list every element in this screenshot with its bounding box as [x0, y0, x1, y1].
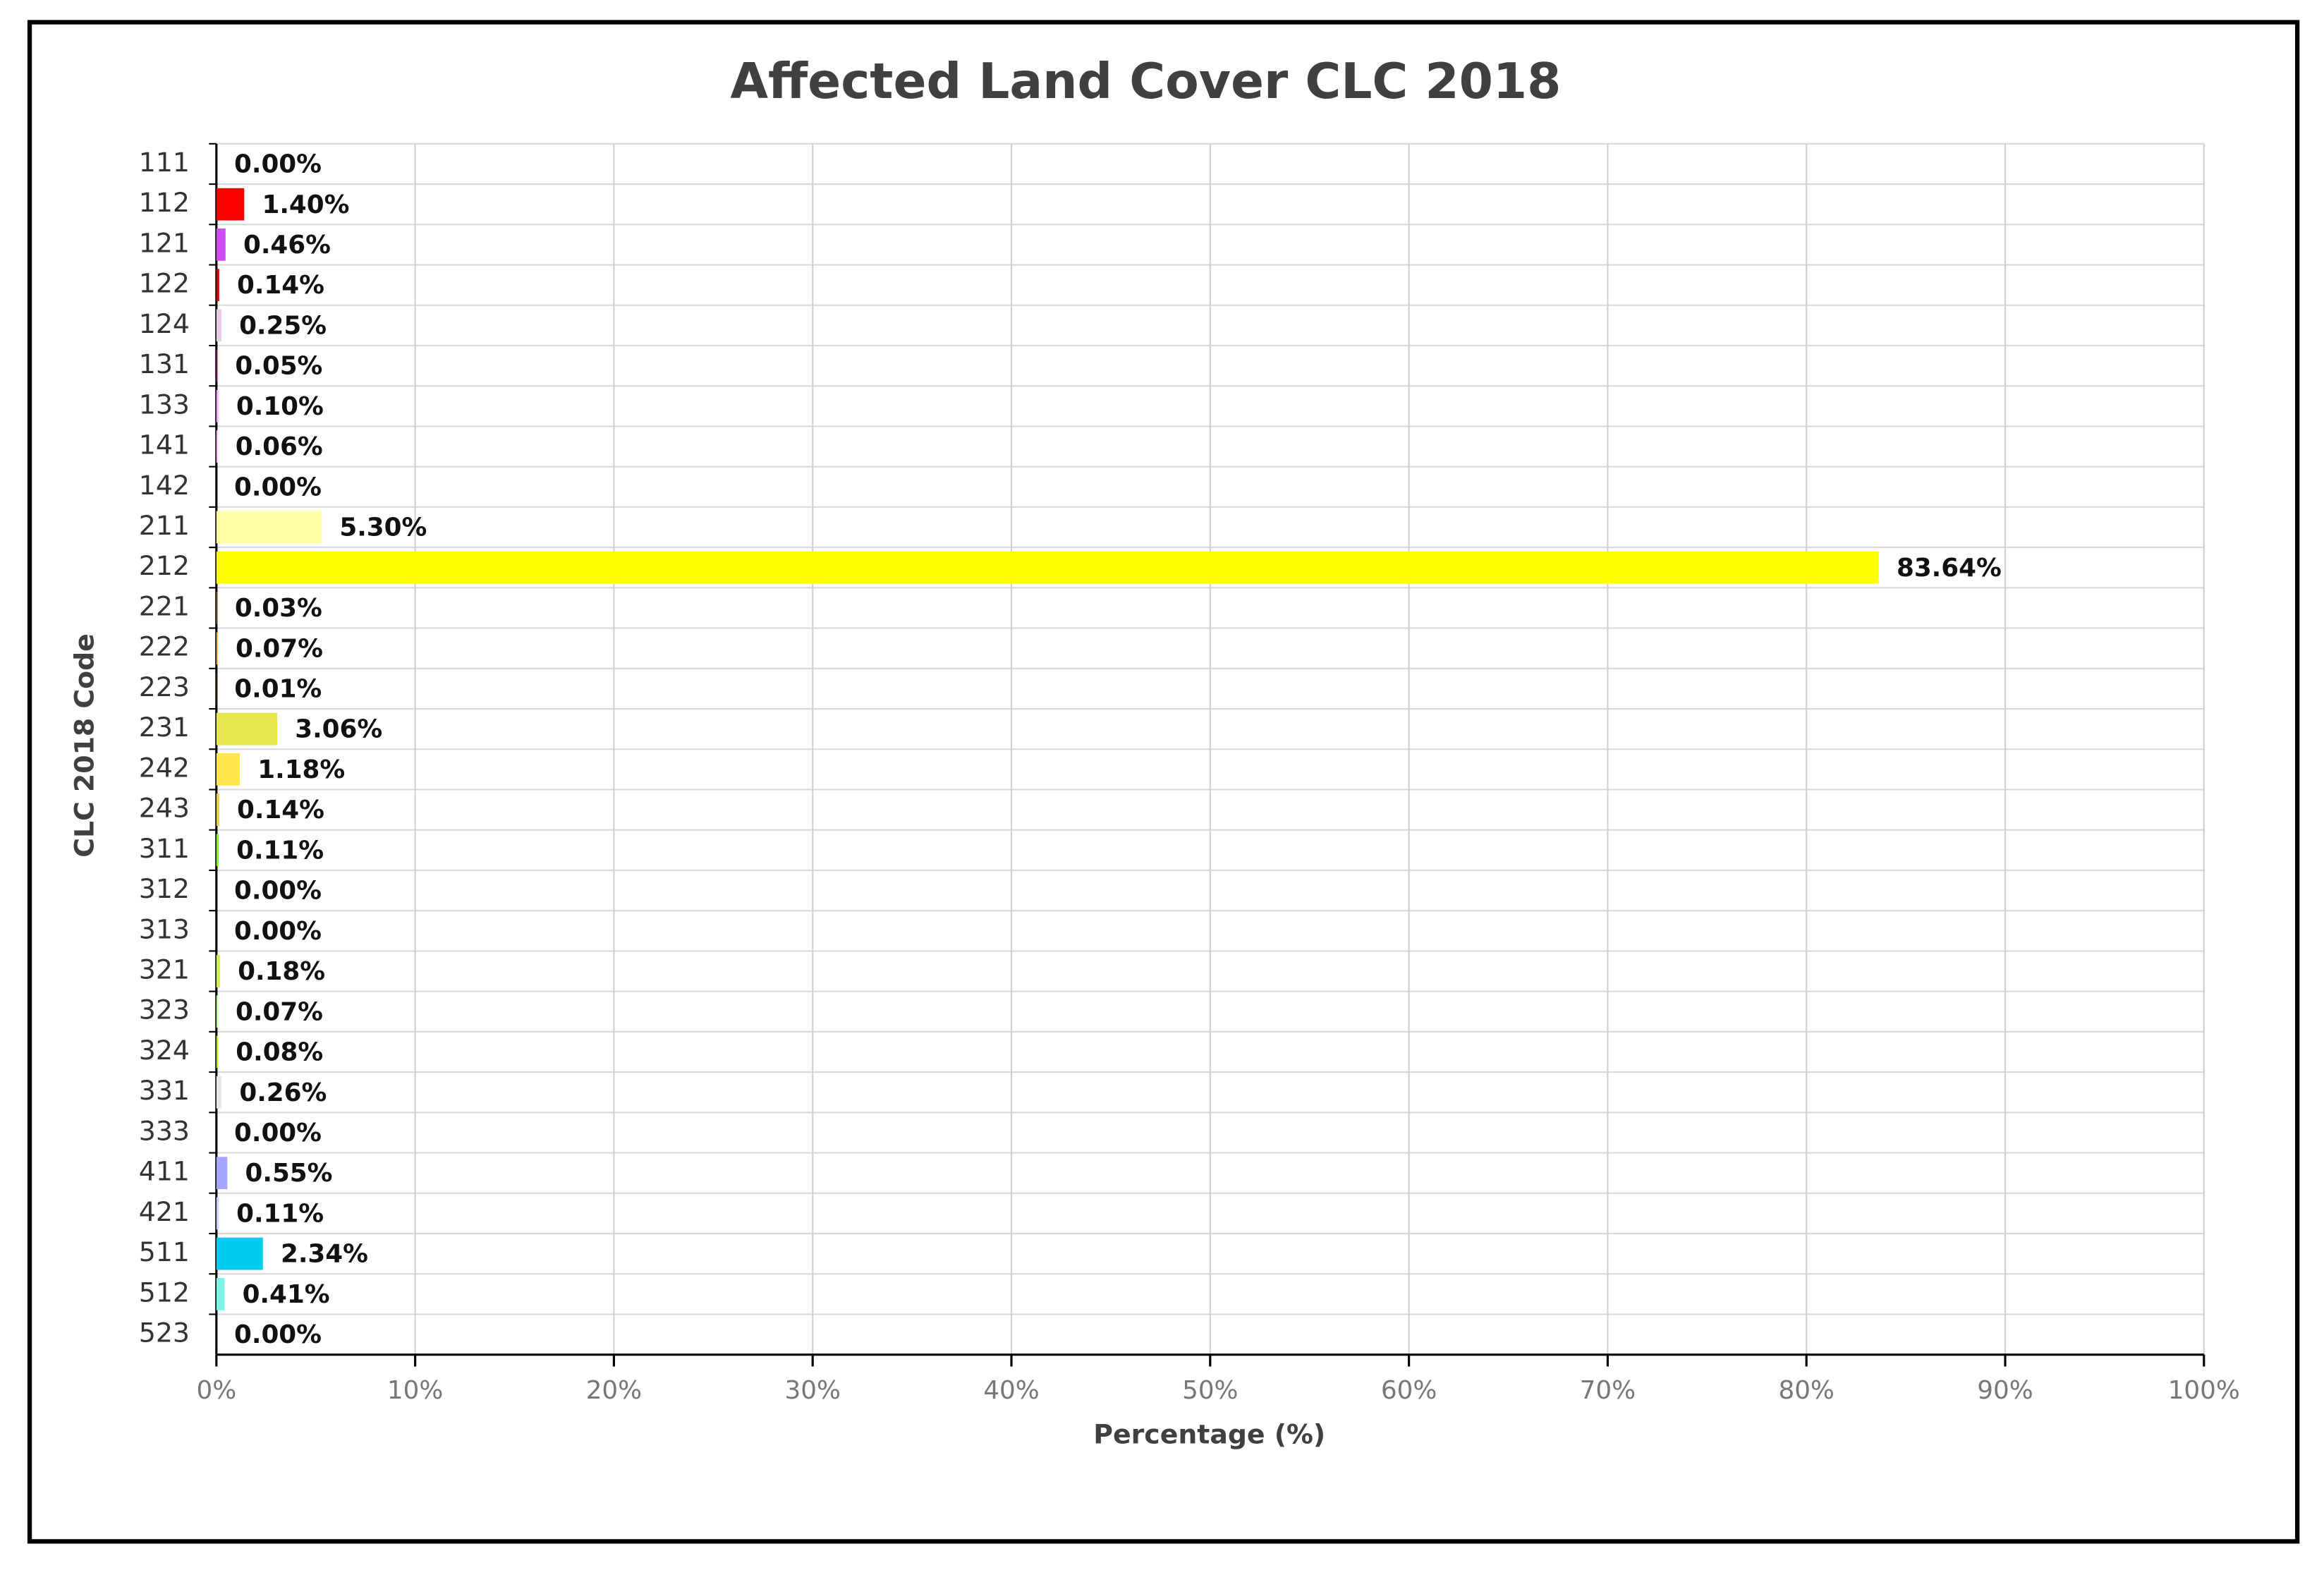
bar: [216, 389, 219, 422]
value-label: 0.14%: [237, 796, 324, 824]
x-axis-label: Percentage (%): [1093, 1419, 1325, 1450]
value-label: 0.26%: [239, 1078, 327, 1107]
y-tick-label: 121: [139, 227, 190, 258]
y-tick-label: 411: [139, 1156, 190, 1187]
value-label: 0.00%: [234, 1320, 322, 1349]
y-tick-label: 324: [139, 1035, 190, 1066]
value-label: 0.07%: [236, 997, 323, 1026]
value-label: 3.06%: [295, 715, 382, 744]
value-label: 0.18%: [238, 957, 325, 986]
y-tick-label: 122: [139, 268, 190, 299]
x-tick-label: 30%: [785, 1376, 841, 1405]
bar: [216, 1157, 228, 1190]
y-tick-label: 231: [139, 712, 190, 743]
x-tick-label: 100%: [2168, 1376, 2240, 1405]
bar: [216, 1237, 263, 1270]
bar: [216, 430, 218, 463]
y-tick-label: 243: [139, 793, 190, 824]
bar: [216, 1076, 222, 1109]
y-tick-label: 111: [139, 147, 190, 178]
value-label: 0.00%: [234, 473, 322, 501]
bar: [216, 1277, 225, 1310]
value-label: 0.25%: [239, 311, 327, 340]
y-tick-label: 331: [139, 1075, 190, 1106]
bar: [216, 753, 241, 786]
value-label: 0.07%: [236, 634, 323, 663]
y-tick-label: 211: [139, 510, 190, 541]
bar: [216, 269, 219, 302]
y-tick-label: 421: [139, 1196, 190, 1227]
value-label: 0.00%: [234, 150, 322, 179]
x-tick-label: 60%: [1381, 1376, 1437, 1405]
y-axis-label: CLC 2018 Code: [68, 633, 99, 858]
bar: [216, 1197, 219, 1230]
frame: [27, 20, 2300, 1544]
y-tick-label: 221: [139, 590, 190, 621]
y-tick-label: 141: [139, 430, 190, 461]
value-label: 0.00%: [234, 1119, 322, 1148]
value-label: 0.11%: [236, 1199, 324, 1228]
value-label: 0.00%: [234, 917, 322, 946]
y-tick-label: 222: [139, 631, 190, 662]
x-tick-label: 10%: [387, 1376, 443, 1405]
y-tick-label: 323: [139, 994, 190, 1026]
x-tick-label: 70%: [1580, 1376, 1636, 1405]
bar: [216, 229, 226, 261]
bar: [216, 712, 278, 746]
value-label: 0.11%: [236, 836, 324, 865]
y-tick-label: 312: [139, 873, 190, 904]
y-tick-label: 212: [139, 550, 190, 581]
y-tick-label: 511: [139, 1236, 190, 1267]
bar: [216, 955, 220, 987]
y-tick-label: 133: [139, 389, 190, 420]
value-label: 0.10%: [236, 392, 324, 421]
x-tick-label: 20%: [586, 1376, 642, 1405]
x-tick-label: 0%: [196, 1376, 236, 1405]
bar: [216, 188, 245, 221]
bar: [216, 793, 219, 826]
bar: [216, 834, 219, 867]
bar: [216, 511, 322, 544]
value-label: 0.05%: [235, 352, 322, 381]
y-tick-label: 242: [139, 752, 190, 783]
y-tick-label: 112: [139, 187, 190, 218]
y-tick-label: 523: [139, 1318, 190, 1349]
y-tick-label: 124: [139, 308, 190, 339]
bar: [216, 551, 1879, 584]
bar: [216, 1035, 219, 1069]
y-tick-label: 313: [139, 913, 190, 944]
y-tick-label: 131: [139, 348, 190, 379]
value-label: 2.34%: [281, 1240, 368, 1269]
y-tick-label: 333: [139, 1115, 190, 1146]
value-label: 0.14%: [237, 271, 324, 300]
value-label: 0.46%: [243, 231, 331, 260]
value-label: 0.55%: [245, 1159, 333, 1188]
value-label: 0.08%: [236, 1038, 323, 1067]
y-tick-label: 142: [139, 470, 190, 501]
x-tick-label: 80%: [1778, 1376, 1834, 1405]
bar: [216, 309, 221, 342]
value-label: 0.00%: [234, 877, 322, 906]
bar: [216, 632, 218, 665]
value-label: 1.40%: [262, 190, 349, 219]
y-tick-label: 321: [139, 954, 190, 985]
y-tick-label: 311: [139, 833, 190, 864]
value-label: 0.06%: [236, 432, 323, 461]
value-label: 0.41%: [243, 1280, 330, 1309]
value-label: 0.01%: [234, 675, 322, 704]
x-tick-label: 50%: [1182, 1376, 1238, 1405]
value-label: 5.30%: [339, 513, 427, 542]
y-tick-label: 223: [139, 671, 190, 702]
x-tick-label: 90%: [1977, 1376, 2033, 1405]
x-tick-label: 40%: [983, 1376, 1039, 1405]
value-label: 1.18%: [257, 755, 345, 784]
y-tick-label: 512: [139, 1277, 190, 1308]
chart-title: Affected Land Cover CLC 2018: [730, 54, 1561, 110]
value-label: 83.64%: [1897, 554, 2002, 583]
value-label: 0.03%: [235, 594, 322, 623]
bar: [216, 995, 218, 1028]
